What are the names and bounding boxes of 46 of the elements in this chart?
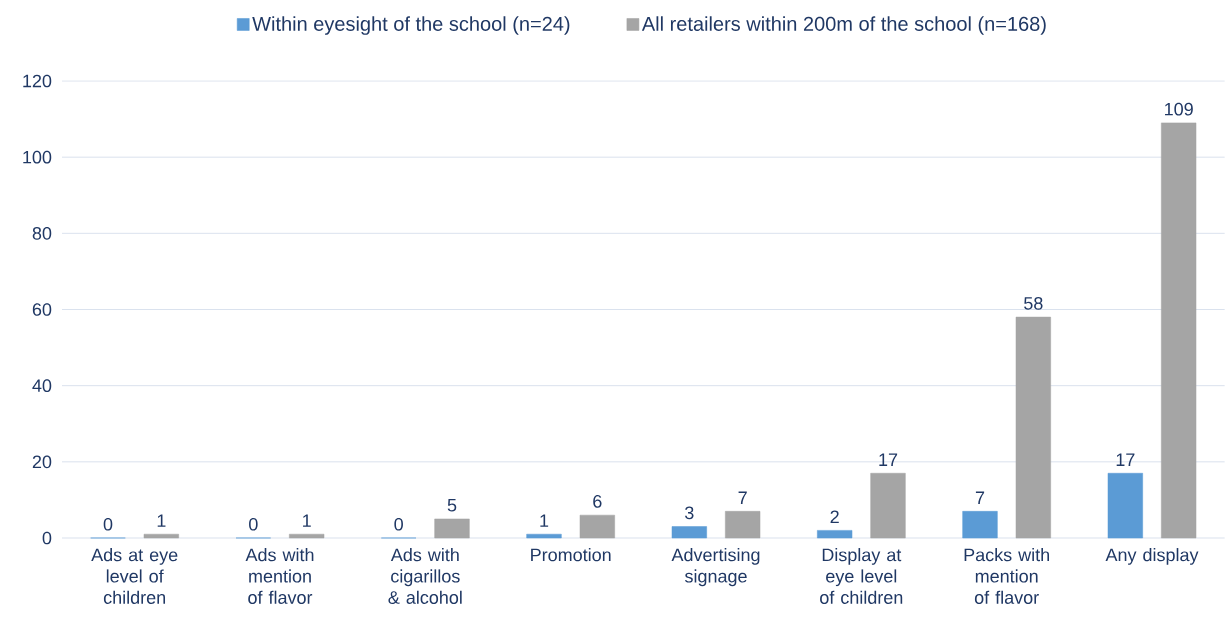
data-label: 17 xyxy=(1116,453,1135,466)
y-tick-label: 20 xyxy=(32,455,52,469)
bar xyxy=(143,533,179,539)
bar xyxy=(817,530,853,539)
data-label: 1 xyxy=(540,514,549,527)
data-label: 109 xyxy=(1165,102,1193,116)
legend-label: Within eyesight of the school (n=24) xyxy=(252,16,570,35)
data-label: 17 xyxy=(879,453,898,466)
bar xyxy=(870,472,906,539)
data-label: 6 xyxy=(593,495,602,508)
bar xyxy=(725,511,761,539)
x-tick-label: Ads with mention of flavor xyxy=(245,548,314,604)
data-label: 2 xyxy=(830,510,839,524)
data-label: 0 xyxy=(249,517,258,531)
legend-label: All retailers within 200m of the school (n=168) xyxy=(641,16,1046,35)
data-label: 0 xyxy=(103,517,113,531)
data-label: 1 xyxy=(303,514,311,527)
bar xyxy=(526,533,562,539)
y-tick-label: 60 xyxy=(32,303,52,316)
bar xyxy=(434,518,470,539)
y-tick-label: 40 xyxy=(32,379,52,393)
data-label: 7 xyxy=(738,491,747,504)
data-label: 1 xyxy=(157,514,166,527)
data-label: 0 xyxy=(394,517,403,531)
bar xyxy=(962,511,998,539)
bar xyxy=(1107,472,1143,539)
x-tick-label: Ads at eye level of children xyxy=(91,548,178,604)
bar xyxy=(289,533,325,539)
x-tick-label: Any display xyxy=(1105,548,1199,565)
bar xyxy=(1161,122,1197,539)
x-tick-label: Ads with cigarillos & alcohol xyxy=(388,548,462,604)
bar xyxy=(671,526,707,539)
y-tick-label: 0 xyxy=(42,531,52,545)
x-tick-label: Advertising signage xyxy=(671,548,760,587)
y-tick-label: 100 xyxy=(23,150,52,164)
bar xyxy=(579,514,615,539)
y-tick-label: 80 xyxy=(32,226,52,240)
y-tick-label: 120 xyxy=(23,74,52,88)
data-label: 58 xyxy=(1024,297,1043,310)
data-label: 3 xyxy=(685,506,694,520)
x-tick-label: Display at eye level of children xyxy=(820,548,903,604)
data-label: 7 xyxy=(975,491,985,504)
x-tick-label: Promotion xyxy=(531,548,611,562)
data-label: 5 xyxy=(447,499,457,512)
x-tick-label: Packs with mention of flavor xyxy=(964,548,1050,604)
bar xyxy=(1015,316,1051,539)
